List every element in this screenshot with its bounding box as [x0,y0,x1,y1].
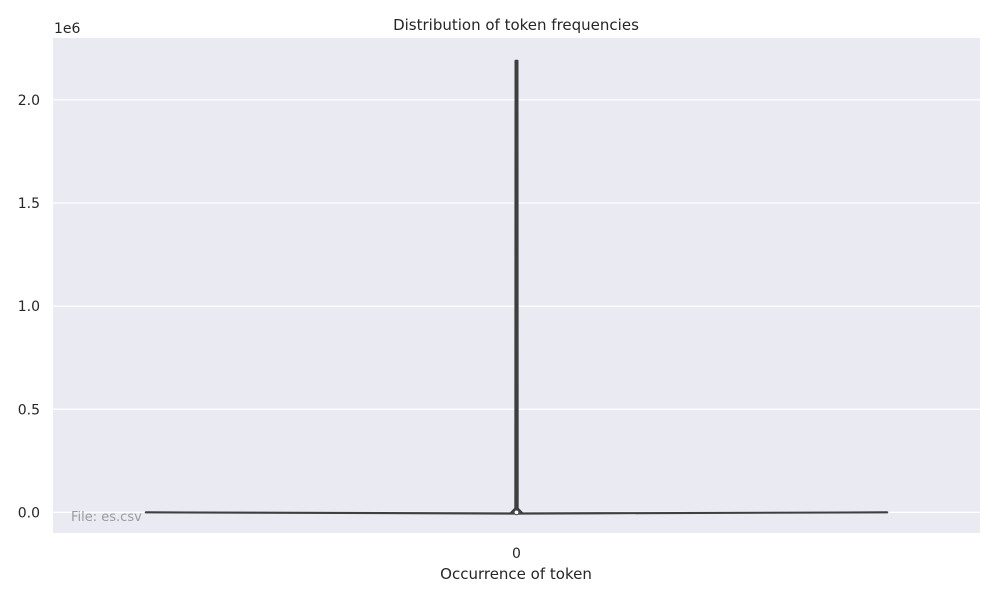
x-tick-labels: 0 [512,546,521,562]
file-annotation: File: es.csv [71,510,142,525]
chart-title: Distribution of token frequencies [393,16,639,34]
violin-layer [144,59,889,516]
y-tick-label: 1.5 [18,196,40,212]
y-tick-label: 0.5 [18,402,40,418]
y-tick-label: 1.0 [18,299,40,315]
y-tick-label: 2.0 [18,93,40,109]
y-tick-label: 0.0 [18,505,40,521]
x-axis-label: Occurrence of token [440,565,592,583]
y-scale-offset: 1e6 [54,21,81,37]
x-tick-label: 0 [512,546,521,562]
y-tick-labels: 0.0 0.5 1.0 1.5 2.0 [18,93,40,522]
median-marker [513,509,520,516]
